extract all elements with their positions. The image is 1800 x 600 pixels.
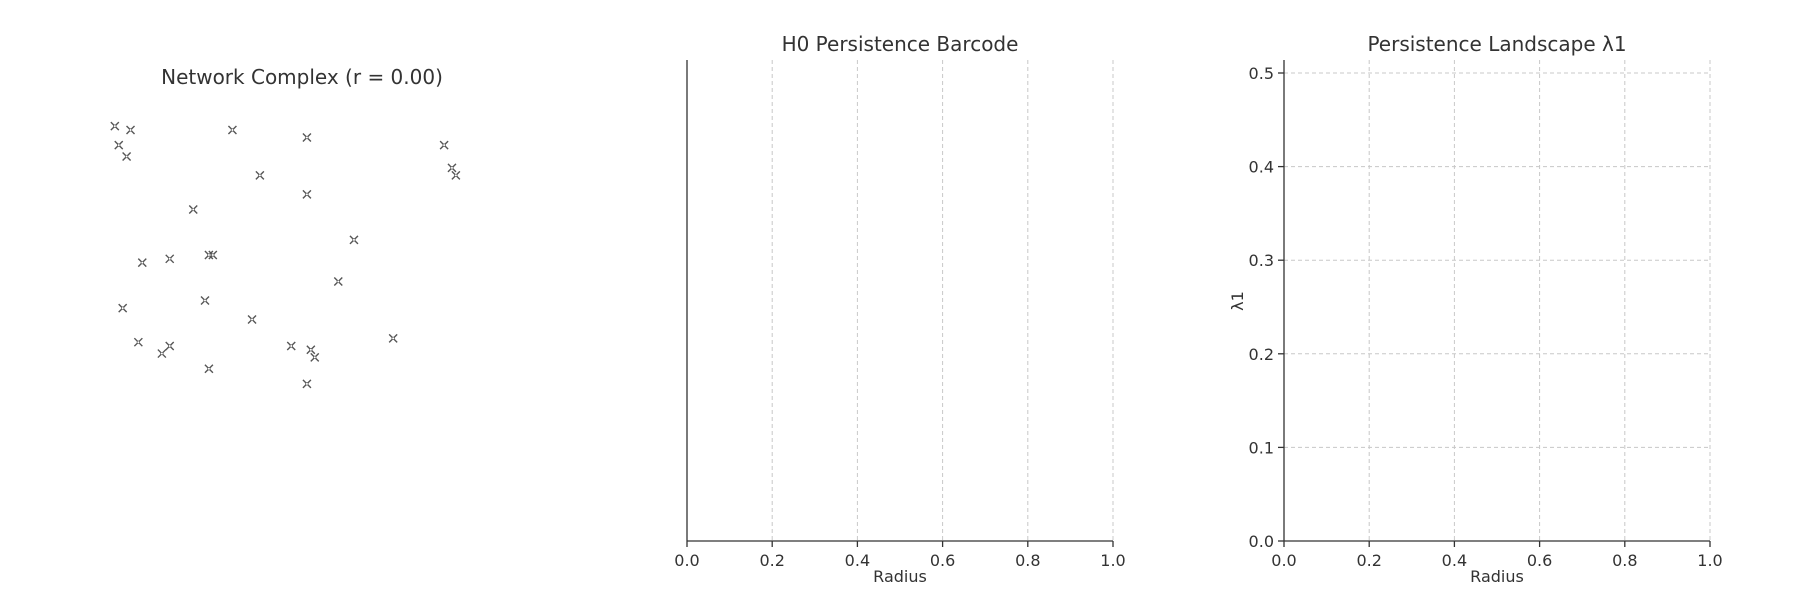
barcode-x-tick-label-2: 0.4 [845,551,870,570]
network-point-core-21 [136,340,140,344]
network-point-core-8 [454,173,458,178]
landscape-x-tick-label-2: 0.4 [1442,551,1467,570]
network-point-core-19 [121,306,125,310]
network-point-core-26 [313,355,317,359]
barcode-x-tick-label-5: 1.0 [1100,551,1125,570]
landscape-y-tick-label-1: 0.1 [1249,438,1274,457]
network-point-core-27 [391,336,395,341]
network-point-core-6 [442,143,446,147]
landscape-x-tick-label-3: 0.6 [1527,551,1552,570]
network-point-core-22 [160,351,164,356]
network-point-core-7 [450,166,454,170]
barcode-x-tick-label-1: 0.2 [759,551,784,570]
landscape-y-ticks: 0.0 0.1 0.2 0.3 0.4 0.5 [1249,64,1284,551]
landscape-x-ticks: 0.0 0.2 0.4 0.6 0.8 1.0 [1271,541,1723,570]
barcode-x-tick-label-3: 0.6 [930,551,955,570]
network-point-core-3 [124,154,129,159]
network-point-core-5 [305,135,309,140]
barcode-x-tick-label-0: 0.0 [674,551,699,570]
barcode-title: H0 Persistence Barcode [782,32,1019,56]
landscape-x-tick-label-4: 0.8 [1612,551,1637,570]
network-point-core-24 [289,344,293,348]
network-point-core-25 [309,348,313,352]
network-complex-title: Network Complex (r = 0.00) [161,65,443,89]
barcode-panel: H0 Persistence Barcode 0.0 0.2 0.4 0.6 0.8 1.… [674,32,1125,586]
network-point-core-9 [258,173,262,178]
network-point-core-18 [203,298,207,303]
landscape-x-label: Radius [1470,567,1524,586]
network-complex-panel: Network Complex (r = 0.00) [110,65,461,389]
network-point-core-1 [128,128,133,132]
barcode-x-label: Radius [873,567,927,586]
network-point-core-10 [305,192,309,196]
network-point-core-12 [352,238,356,242]
network-point-core-4 [230,128,235,132]
network-point-core-28 [207,367,211,371]
network-point-core-15 [207,253,211,257]
landscape-x-tick-label-5: 1.0 [1697,551,1722,570]
barcode-grid [771,60,1114,541]
barcode-x-tick-label-4: 0.8 [1015,551,1040,570]
landscape-y-tick-label-0: 0.0 [1249,532,1274,551]
network-point-core-11 [191,207,195,212]
landscape-y-tick-label-2: 0.2 [1249,345,1274,364]
landscape-panel: Persistence Landscape λ1 0.0 0.2 0.4 0.6 0.8… [1228,32,1723,586]
landscape-title: Persistence Landscape λ1 [1367,32,1626,56]
network-point-core-2 [117,143,121,147]
network-point-core-0 [113,124,117,128]
network-points [110,121,461,389]
network-point-core-16 [211,253,215,257]
network-point-core-13 [140,261,144,265]
landscape-x-tick-label-0: 0.0 [1271,551,1296,570]
landscape-grid [1284,60,1711,541]
network-point-core-29 [305,382,309,386]
landscape-x-tick-label-1: 0.2 [1356,551,1381,570]
landscape-y-tick-label-4: 0.4 [1249,158,1274,177]
network-point-core-23 [168,344,172,348]
landscape-y-tick-label-5: 0.5 [1249,64,1274,83]
network-point-core-14 [168,257,172,261]
landscape-y-tick-label-3: 0.3 [1249,251,1274,270]
barcode-x-ticks: 0.0 0.2 0.4 0.6 0.8 1.0 [674,541,1126,570]
landscape-y-label: λ1 [1228,291,1247,311]
network-point-core-20 [250,317,254,322]
network-point-core-17 [336,279,340,284]
